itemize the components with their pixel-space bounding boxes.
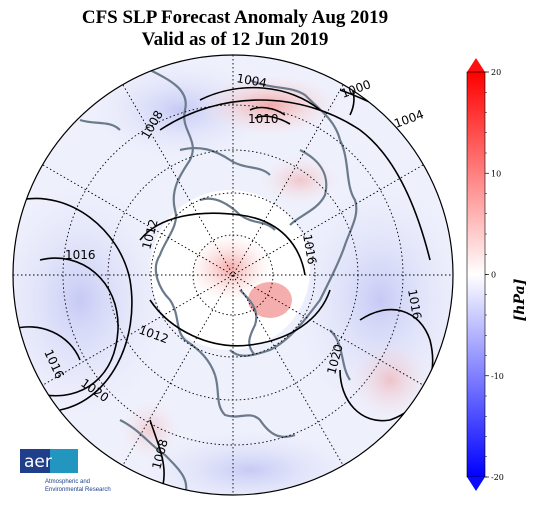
colorbar-label: [hPa]: [512, 278, 528, 321]
map-subtitle: Valid as of 12 Jun 2019: [141, 29, 329, 50]
logo-line2: Environmental Research: [45, 487, 111, 493]
contour-label: 1016: [300, 233, 319, 266]
contour-label: 1010: [248, 112, 279, 126]
colorbar-ticks: 20 10 0 -10 -20: [485, 68, 504, 482]
coastlines: [79, 69, 358, 495]
aer-logo: aer: [20, 449, 78, 473]
contour-label: 1016: [65, 248, 96, 262]
contour-label: 1016: [405, 288, 424, 321]
logo-text: aer: [24, 452, 52, 472]
colorbar-max-arrow: [467, 58, 485, 72]
colorbar-tick-label: -20: [491, 473, 504, 482]
colorbar-tick-label: 20: [491, 68, 501, 77]
map-title: CFS SLP Forecast Anomaly Aug 2019: [81, 7, 389, 28]
contour-label: 1004: [392, 107, 425, 131]
contour-label: 1004: [235, 71, 268, 90]
colorbar-min-arrow: [467, 477, 485, 491]
colorbar-tick-label: 10: [491, 169, 501, 178]
colorbar: 20 10 0 -10 -20 [hPa]: [466, 58, 528, 491]
graticule: [13, 55, 453, 495]
colorbar-tick-label: -10: [491, 372, 504, 381]
map-boundary: [12, 54, 454, 496]
logo-line1: Atmospheric and: [45, 479, 91, 485]
colorbar-scale: [466, 71, 486, 478]
colorbar-tick-label: 0: [491, 271, 496, 280]
